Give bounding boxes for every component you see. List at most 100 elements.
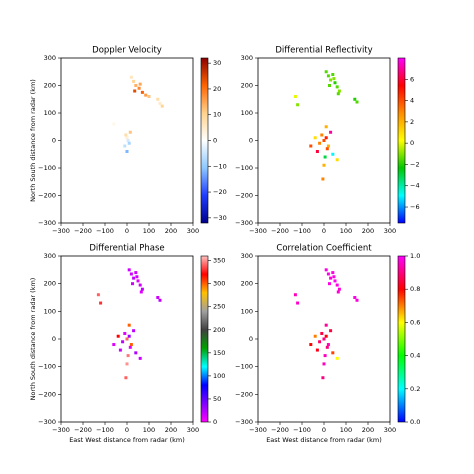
colorbar-tick-label: −4 bbox=[410, 182, 420, 190]
radar-gate bbox=[322, 337, 326, 341]
radar-gate bbox=[335, 158, 339, 162]
x-tick-label: −100 bbox=[293, 227, 311, 235]
radar-gate bbox=[322, 163, 326, 167]
y-tick-label: −200 bbox=[38, 192, 56, 200]
radar-gate bbox=[329, 329, 333, 333]
y-tick-label: −100 bbox=[235, 363, 253, 371]
colorbar-tick-label: 0 bbox=[410, 139, 414, 147]
y-tick-label: −300 bbox=[38, 219, 56, 227]
radar-gate bbox=[140, 90, 144, 94]
radar-gate bbox=[313, 136, 317, 140]
radar-gate bbox=[320, 331, 324, 335]
y-tick-label: 200 bbox=[241, 280, 253, 288]
colorbar bbox=[397, 255, 406, 423]
radar-gate bbox=[126, 139, 130, 142]
y-axis-label: North South distance from radar (km) bbox=[29, 278, 37, 401]
radar-gate bbox=[336, 92, 340, 96]
radar-gate bbox=[118, 348, 122, 352]
radar-gate bbox=[328, 282, 331, 286]
radar-gate bbox=[320, 133, 324, 137]
x-tick-label: −200 bbox=[271, 426, 289, 434]
colorbar-tick-label: 350 bbox=[213, 257, 225, 265]
y-tick-label: 0 bbox=[249, 137, 253, 145]
radar-gate bbox=[315, 150, 319, 153]
chart-title: Doppler Velocity bbox=[92, 46, 162, 56]
x-tick-label: 0 bbox=[322, 227, 326, 235]
x-tick-label: −300 bbox=[249, 426, 267, 434]
radar-gate bbox=[134, 84, 138, 87]
radar-gate bbox=[331, 271, 335, 275]
radar-gate bbox=[353, 97, 357, 101]
colorbar-tick-label: 100 bbox=[213, 372, 225, 380]
x-tick-label: −300 bbox=[249, 227, 267, 235]
x-tick-label: 0 bbox=[125, 227, 129, 235]
radar-gate bbox=[128, 130, 132, 134]
radar-gate bbox=[336, 290, 340, 294]
radar-gate bbox=[147, 95, 151, 98]
colorbar-tick-label: −10 bbox=[213, 162, 227, 170]
x-tick-label: −200 bbox=[271, 227, 289, 235]
chart-title: Correlation Coefficient bbox=[276, 244, 372, 254]
y-tick-label: 0 bbox=[249, 335, 253, 343]
radar-gate bbox=[136, 279, 140, 283]
radar-gate bbox=[337, 287, 341, 291]
radar-gate bbox=[324, 70, 328, 74]
radar-gate bbox=[140, 287, 144, 291]
radar-gate bbox=[324, 125, 328, 129]
radar-gate bbox=[355, 100, 359, 104]
x-tick-label: −200 bbox=[74, 227, 92, 235]
y-tick-label: −100 bbox=[235, 164, 253, 172]
radar-gate bbox=[333, 81, 337, 85]
radar-gate bbox=[296, 301, 300, 305]
radar-gate bbox=[335, 356, 339, 360]
radar-gate bbox=[313, 334, 317, 338]
y-tick-label: 100 bbox=[44, 109, 56, 117]
radar-gate bbox=[112, 343, 116, 347]
radar-gate bbox=[322, 139, 326, 142]
radar-gate bbox=[322, 362, 326, 366]
radar-gate bbox=[112, 122, 116, 126]
radar-gate bbox=[124, 133, 128, 137]
radar-gate bbox=[337, 89, 341, 93]
radar-gate bbox=[134, 271, 138, 275]
chart-title: Differential Phase bbox=[89, 244, 164, 254]
radar-gate bbox=[121, 340, 125, 344]
radar-gate bbox=[332, 77, 336, 81]
y-tick-label: 300 bbox=[241, 54, 253, 62]
radar-gate bbox=[329, 130, 333, 134]
colorbar-tick-label: 2 bbox=[410, 118, 414, 126]
x-tick-label: −100 bbox=[96, 426, 114, 434]
radar-gate bbox=[333, 279, 337, 283]
radar-gate bbox=[129, 343, 133, 347]
y-tick-label: 100 bbox=[241, 307, 253, 315]
y-tick-label: 300 bbox=[44, 54, 56, 62]
colorbar bbox=[200, 57, 209, 224]
radar-gate bbox=[324, 334, 328, 338]
y-tick-label: 200 bbox=[241, 82, 253, 90]
y-tick-label: 0 bbox=[52, 335, 56, 343]
radar-gate bbox=[315, 348, 319, 352]
colorbar-tick-label: −30 bbox=[213, 214, 227, 222]
radar-gate bbox=[326, 74, 330, 78]
radar-gate bbox=[323, 354, 327, 358]
radar-gate bbox=[133, 89, 137, 93]
colorbar-tick-label: 10 bbox=[213, 111, 221, 119]
y-tick-label: −100 bbox=[38, 363, 56, 371]
colorbar-tick-label: 0 bbox=[213, 418, 217, 426]
x-tick-label: 100 bbox=[340, 426, 352, 434]
x-tick-label: 100 bbox=[340, 227, 352, 235]
radar-gate bbox=[309, 144, 313, 148]
radar-gate bbox=[129, 272, 133, 276]
x-tick-label: 300 bbox=[384, 227, 396, 235]
radar-gate bbox=[329, 78, 333, 82]
radar-gate bbox=[125, 337, 129, 341]
radar-gate bbox=[325, 345, 329, 349]
radar-gate bbox=[128, 345, 132, 349]
radar-gate bbox=[134, 351, 138, 355]
radar-gate bbox=[123, 144, 127, 148]
radar-gate bbox=[331, 152, 335, 156]
colorbar-tick-label: 250 bbox=[213, 303, 225, 311]
radar-gate bbox=[324, 323, 328, 327]
radar-gate bbox=[124, 376, 128, 380]
